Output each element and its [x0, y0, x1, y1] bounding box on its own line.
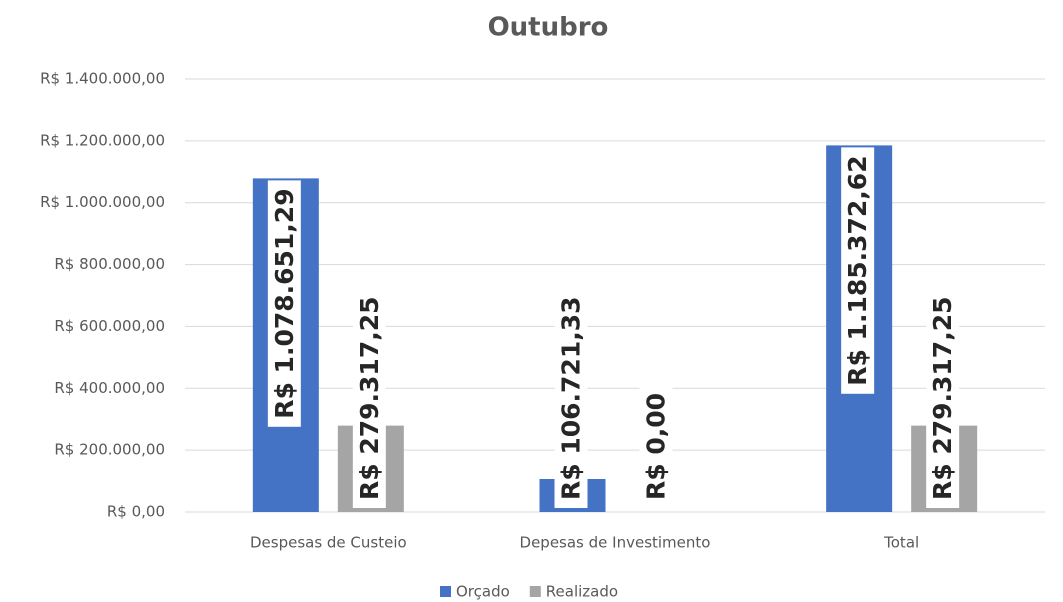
value-label: R$ 1.185.372,62: [843, 155, 872, 385]
value-label: R$ 279.317,25: [355, 296, 384, 500]
y-tick-label: R$ 600.000,00: [54, 317, 165, 335]
legend-label: Orçado: [456, 583, 510, 601]
y-tick-label: R$ 800.000,00: [54, 255, 165, 273]
value-label-box: [926, 288, 960, 508]
y-tick-label: R$ 1.000.000,00: [40, 193, 165, 211]
legend-swatch: [440, 586, 451, 597]
y-tick-label: R$ 400.000,00: [54, 379, 165, 397]
value-label: R$ 1.078.651,29: [270, 188, 299, 418]
x-tick-label: Depesas de Investimento: [520, 534, 711, 552]
chart-title: Outubro: [488, 13, 609, 43]
value-label-box: [352, 288, 386, 508]
y-tick-label: R$ 1.200.000,00: [40, 131, 165, 149]
value-label-box: [841, 147, 875, 394]
value-label-box: [267, 180, 301, 427]
y-tick-label: R$ 200.000,00: [54, 441, 165, 459]
y-tick-label: R$ 0,00: [107, 503, 165, 521]
value-label: R$ 0,00: [642, 393, 671, 500]
y-tick-label: R$ 1.400.000,00: [40, 70, 165, 88]
value-label: R$ 106.721,33: [557, 296, 586, 500]
value-label: R$ 279.317,25: [928, 296, 957, 500]
x-tick-label: Despesas de Custeio: [250, 534, 407, 552]
legend-swatch: [529, 586, 541, 597]
value-label-box: [554, 288, 588, 508]
value-label-box: [639, 384, 673, 508]
legend-label: Realizado: [546, 583, 618, 601]
x-tick-label: Total: [883, 534, 919, 552]
